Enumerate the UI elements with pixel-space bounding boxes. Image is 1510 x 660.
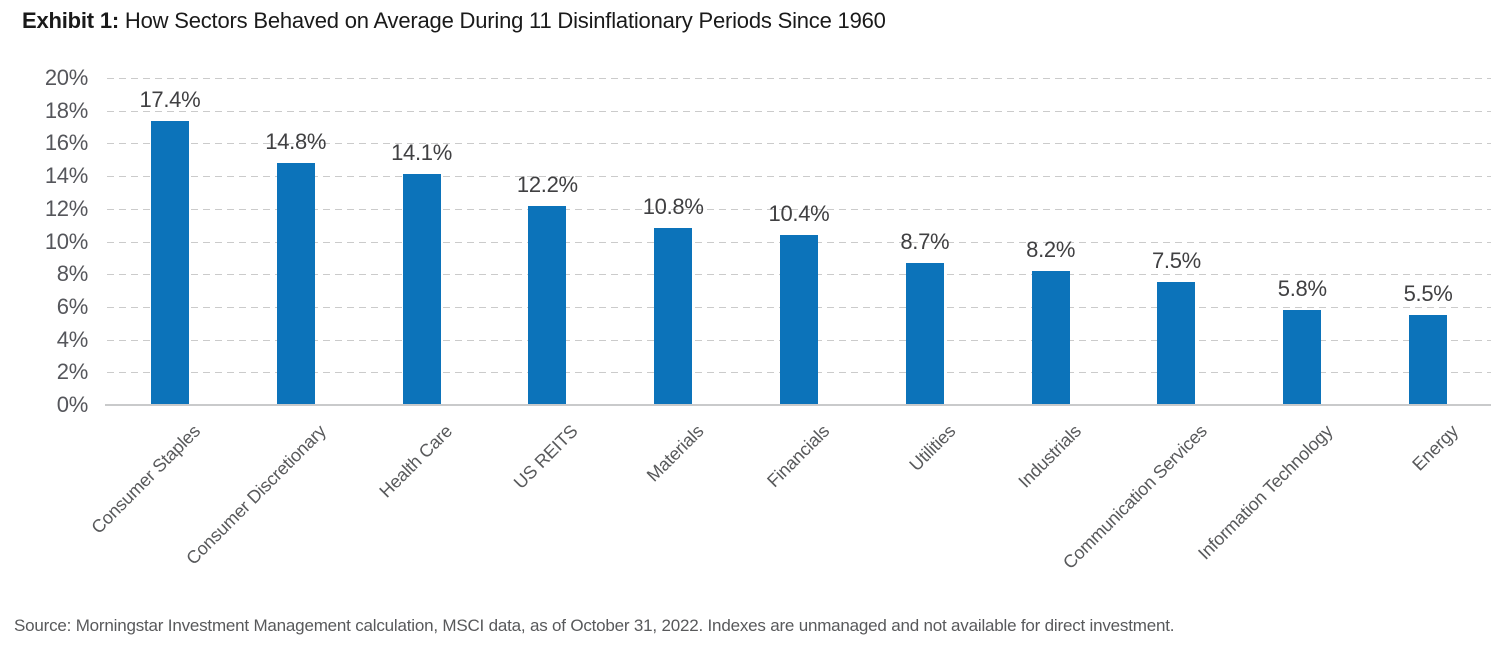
x-category-label: Consumer Discretionary	[182, 421, 330, 569]
x-axis-category-labels: Consumer Staples Consumer Discretionary He…	[87, 405, 1491, 615]
y-tick-label: 20%	[44, 65, 88, 90]
bar	[528, 205, 567, 405]
y-tick-label: 14%	[44, 163, 88, 189]
y-tick-label: 16%	[44, 130, 88, 156]
y-tick-label: 18%	[44, 97, 88, 123]
bar	[780, 234, 818, 405]
bar	[1157, 282, 1196, 405]
bar	[276, 163, 315, 405]
chart-title-text: How Sectors Behaved on Average During 11…	[119, 8, 886, 33]
bar-value-label: 7.5%	[1151, 248, 1201, 274]
bar-value-label: 14.8%	[265, 129, 327, 155]
x-category-label: Communication Services	[1058, 421, 1211, 573]
x-category-label: Energy	[1408, 421, 1463, 475]
bar	[654, 228, 693, 405]
y-tick-label: 10%	[44, 228, 88, 254]
x-category-label: Financials	[763, 421, 834, 492]
y-tick-label: 6%	[56, 293, 89, 319]
y-tick-label: 2%	[56, 359, 89, 385]
y-tick-label: 4%	[56, 326, 89, 352]
x-category-label: Industrials	[1014, 421, 1085, 492]
gridline	[107, 176, 1491, 178]
plot-area: 17.4% 14.8% 14.1% 12.2% 10.8% 10.4% 8.7% 8.2% 7.…	[107, 78, 1491, 405]
bar-value-label: 8.7%	[900, 228, 950, 254]
bar-value-label: 17.4%	[139, 86, 201, 112]
bar-value-label: 12.2%	[516, 171, 578, 197]
chart-title-exhibit-prefix: Exhibit 1:	[22, 8, 120, 33]
gridline	[107, 78, 1491, 79]
bar-value-label: 10.8%	[642, 194, 704, 220]
bar	[1031, 270, 1070, 405]
bar	[905, 262, 944, 405]
bar-value-label: 14.1%	[391, 140, 452, 166]
y-tick-label: 0%	[56, 392, 89, 417]
bar	[402, 174, 441, 405]
x-category-label: US REITS	[509, 421, 582, 493]
bar	[1409, 315, 1448, 405]
chart-title: Exhibit 1: How Sectors Behaved on Averag…	[22, 8, 886, 34]
x-category-label: Health Care	[375, 421, 456, 502]
gridline	[107, 110, 1491, 112]
gridline	[107, 208, 1491, 210]
bar	[1283, 310, 1322, 405]
x-category-label: Consumer Staples	[87, 421, 205, 538]
source-note: Source: Morningstar Investment Managemen…	[14, 616, 1175, 635]
bar-value-label: 10.4%	[768, 200, 830, 226]
y-tick-label: 8%	[56, 261, 89, 287]
bar-value-label: 5.5%	[1403, 281, 1453, 307]
x-category-label: Materials	[642, 421, 708, 486]
gridline	[107, 143, 1491, 145]
bar-value-label: 8.2%	[1026, 236, 1076, 262]
x-axis-line	[105, 404, 1491, 406]
x-category-label: Information Technology	[1194, 421, 1337, 564]
bar	[150, 120, 189, 405]
x-category-label: Utilities	[905, 421, 959, 475]
y-tick-label: 12%	[44, 195, 88, 221]
bar-value-label: 5.8%	[1277, 276, 1327, 302]
